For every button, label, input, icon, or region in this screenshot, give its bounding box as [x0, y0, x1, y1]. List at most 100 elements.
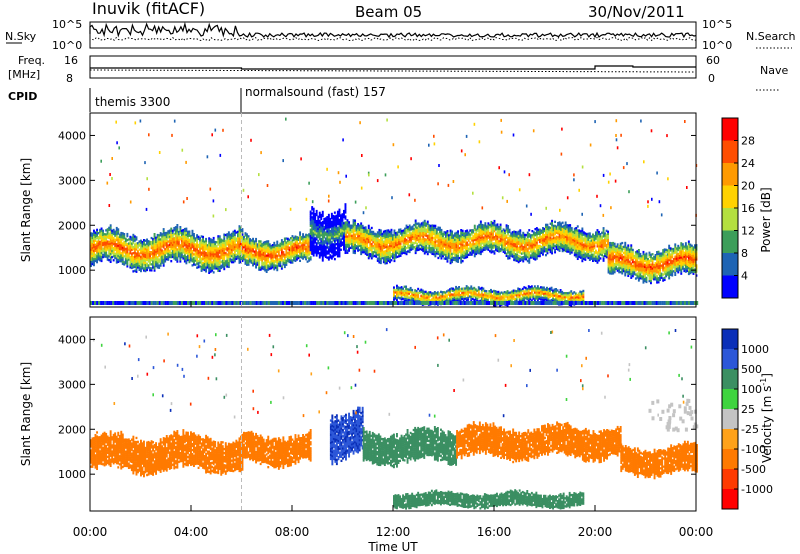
power-cell	[162, 250, 165, 253]
power-cell	[183, 238, 186, 241]
power-cell	[96, 232, 99, 236]
power-cell	[155, 262, 158, 266]
power-cell	[100, 255, 103, 259]
power-cell	[191, 244, 194, 247]
power-cell	[130, 246, 133, 249]
nsky-label: N.Sky	[5, 30, 37, 43]
power-cell	[240, 236, 242, 239]
power-cell	[159, 262, 162, 265]
power-cell	[182, 235, 185, 238]
power-cell	[227, 243, 230, 246]
power-cell	[173, 233, 176, 236]
nsky-panel-frame	[89, 21, 697, 49]
power-cell	[191, 252, 194, 255]
power-cell	[217, 247, 220, 250]
power-cell	[237, 238, 239, 242]
power-cell	[220, 246, 223, 249]
power-cell	[182, 241, 185, 244]
power-cell	[167, 252, 170, 255]
power-cell	[180, 247, 183, 251]
power-cell	[302, 233, 305, 236]
power-cell	[171, 245, 174, 249]
power-cell	[179, 228, 182, 231]
power-cell	[299, 259, 302, 263]
power-cell	[196, 260, 199, 263]
cpid-label: CPID	[8, 90, 37, 103]
power-cell	[99, 257, 102, 260]
power-cell	[607, 230, 610, 233]
power-cell	[211, 263, 214, 266]
power-cell	[97, 242, 100, 245]
power-cell	[99, 259, 102, 262]
power-cell	[390, 259, 393, 262]
power-cell	[153, 261, 156, 264]
power-cell	[188, 256, 191, 260]
power-cell	[208, 253, 211, 256]
power-cell	[120, 246, 123, 249]
power-cell	[191, 237, 194, 241]
power-cell	[123, 263, 126, 266]
power-cell	[185, 257, 188, 261]
power-cell	[114, 240, 117, 243]
power-cell	[240, 242, 242, 245]
power-cell	[99, 232, 102, 236]
power-cell	[208, 251, 211, 254]
power-cell	[161, 249, 164, 252]
power-cell	[576, 257, 579, 261]
power-cell	[100, 251, 103, 255]
power-cell	[212, 265, 215, 268]
power-cell	[106, 244, 109, 247]
power-cell	[241, 243, 244, 246]
power-cell	[103, 251, 106, 254]
power-cell	[211, 249, 214, 252]
power-cell	[156, 244, 159, 247]
power-cell	[103, 253, 106, 256]
power-cell	[133, 259, 136, 262]
power-cell	[140, 255, 142, 259]
power-cell	[164, 248, 167, 251]
power-cell	[259, 240, 262, 243]
power-cell	[223, 265, 226, 269]
power-cell	[212, 267, 215, 270]
power-cell	[194, 251, 197, 254]
power-cell	[576, 225, 579, 228]
power-cell	[158, 266, 161, 269]
power-cell	[196, 246, 199, 249]
power-cell	[196, 236, 199, 239]
power-cell	[203, 250, 206, 253]
power-cell	[238, 251, 241, 254]
power-cell	[109, 256, 112, 259]
power-cell	[127, 246, 130, 249]
power-cell	[570, 251, 573, 254]
power-cell	[241, 249, 244, 252]
power-cell	[199, 257, 202, 260]
power-cell	[211, 253, 214, 256]
power-cell	[100, 253, 103, 257]
power-cell	[196, 258, 199, 261]
power-cell	[187, 236, 189, 240]
power-cell	[212, 251, 215, 254]
power-cell	[220, 252, 223, 255]
power-cell	[593, 247, 596, 250]
power-cell	[90, 240, 92, 243]
power-cell	[199, 247, 202, 250]
power-cell	[321, 257, 324, 260]
power-cell	[111, 256, 114, 259]
power-cell	[193, 237, 195, 240]
power-cell	[97, 236, 100, 239]
power-cell	[209, 254, 212, 257]
power-cell	[100, 249, 103, 253]
power-cell	[188, 260, 191, 264]
power-cell	[180, 235, 183, 239]
power-cell	[206, 266, 209, 269]
power-cell	[106, 246, 109, 249]
power-cell	[147, 242, 150, 245]
power-cell	[457, 254, 460, 257]
power-cell	[115, 228, 118, 232]
power-cell	[182, 255, 185, 258]
power-cell	[103, 239, 106, 242]
power-cell	[238, 229, 241, 232]
power-cell	[309, 258, 312, 261]
power-cell	[100, 239, 103, 242]
power-cell	[133, 249, 136, 252]
